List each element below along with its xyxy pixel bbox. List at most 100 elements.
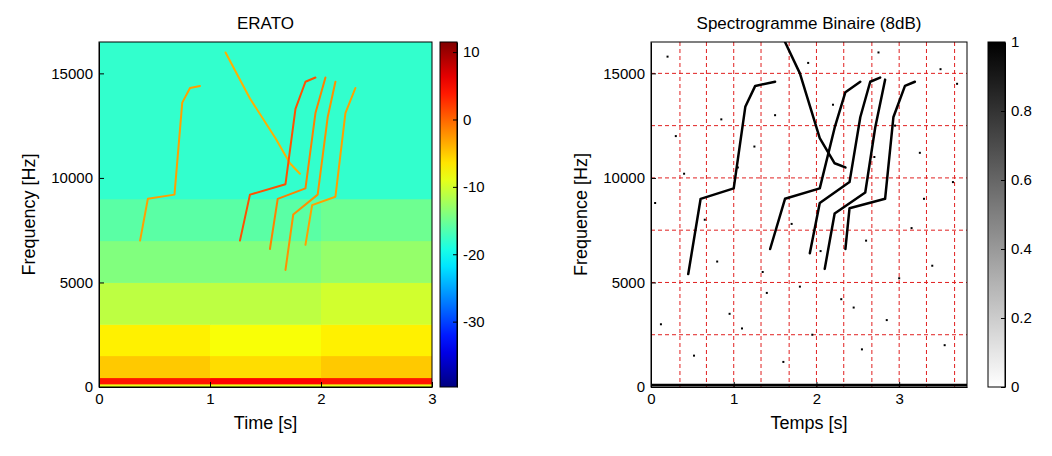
contour-line (825, 80, 885, 269)
heatmap-cell (321, 199, 432, 241)
grid-line (899, 42, 900, 387)
tick-label: 1 (1011, 33, 1019, 50)
tick-label: 0.2 (1011, 309, 1032, 326)
plot-frame (651, 42, 967, 387)
heatmap-cell (321, 282, 432, 324)
tick-mark (99, 73, 104, 74)
tick-mark (99, 387, 104, 388)
tick: 1 (1001, 33, 1019, 50)
tick-mark (99, 178, 104, 179)
noise-point (952, 181, 954, 183)
plot-background (99, 42, 432, 387)
colorbar-axis: 00.20.40.60.81 (1001, 33, 1032, 395)
tick-mark (99, 282, 104, 283)
noise-point (877, 51, 879, 53)
colorbar (440, 42, 457, 387)
tick-mark (651, 387, 656, 388)
grid-line (789, 42, 790, 387)
heatmap-cell (321, 356, 432, 378)
grid-line (651, 177, 967, 178)
contour-line (270, 78, 326, 249)
grid-line (651, 73, 967, 74)
tick: 0 (453, 111, 471, 128)
noise-point (741, 327, 743, 329)
tick-mark (453, 187, 457, 188)
heatmap-cell (321, 241, 432, 283)
noise-point (782, 361, 784, 363)
grid-line (651, 230, 967, 231)
tick: 3 (895, 382, 903, 407)
noise-point (660, 323, 662, 325)
tick-label: 2 (813, 390, 821, 407)
grid-line (706, 42, 707, 387)
tick-label: 15000 (603, 65, 645, 82)
tick-label: 0 (637, 378, 645, 395)
tick-mark (899, 382, 900, 387)
noise-point (865, 240, 867, 242)
axis-line (100, 387, 433, 388)
tick-label: -10 (463, 178, 485, 195)
noise-point (894, 125, 896, 127)
noise-point (820, 250, 822, 252)
tick: 2 (813, 382, 821, 407)
axis-line (457, 43, 458, 388)
tick: -20 (453, 246, 485, 263)
axis: 0123 (647, 382, 967, 407)
tick-label: 0 (95, 390, 103, 407)
plot-area (99, 42, 432, 387)
axis-line (1005, 43, 1006, 388)
tick: 3 (428, 382, 436, 407)
tick-label: 15000 (51, 65, 93, 82)
tick-mark (453, 119, 457, 120)
heatmap-cell (99, 378, 211, 385)
noise-point (675, 135, 677, 137)
grid-line (761, 42, 762, 387)
colorbar (988, 42, 1005, 387)
plot-background (651, 42, 967, 387)
contour-line (785, 42, 845, 167)
noise-point (873, 156, 875, 158)
tick-mark (432, 382, 433, 387)
x-axis-title: Temps [s] (770, 413, 847, 433)
tick: 2 (317, 382, 325, 407)
tick: 5000 (60, 274, 104, 291)
noise-point (753, 146, 755, 148)
figure: 0123050001000015000ERATOTime [s]Frequenc… (0, 0, 1052, 456)
heatmap-cell (210, 282, 322, 324)
tick: 15000 (51, 65, 104, 82)
noise-point (940, 68, 942, 70)
axis-line (99, 43, 100, 388)
tick-mark (1001, 180, 1005, 181)
tick-label: 0 (1011, 378, 1019, 395)
contour-line (688, 82, 775, 274)
contour-line (140, 86, 200, 241)
tick: 0 (1001, 378, 1019, 395)
tick-mark (1001, 42, 1005, 43)
tick: 0.6 (1001, 171, 1032, 188)
tick-label: 0 (647, 390, 655, 407)
tick-mark (453, 322, 457, 323)
tick: 0 (85, 378, 104, 395)
heatmap-cell (210, 378, 322, 385)
noise-point (766, 292, 768, 294)
noise-point (762, 271, 764, 273)
panel: 0123050001000015000Spectrogramme Binaire… (571, 14, 1032, 433)
tick: 0.2 (1001, 309, 1032, 326)
tick-mark (1001, 111, 1005, 112)
chart-root: 0123050001000015000ERATOTime [s]Frequenc… (0, 0, 1052, 456)
tick-label: 2 (317, 390, 325, 407)
noise-point (840, 298, 842, 300)
contour-line (305, 88, 355, 245)
axis: 050001000015000 (603, 43, 656, 396)
tick: -30 (453, 313, 485, 330)
heatmap-cell (321, 378, 432, 385)
noise-point (919, 152, 921, 154)
noise-point (693, 355, 695, 357)
tick-label: 1 (206, 390, 214, 407)
chart-title: Spectrogramme Binaire (8dB) (697, 14, 922, 33)
heatmap-cell (99, 356, 211, 378)
tick-label: -20 (463, 246, 485, 263)
contour-line (285, 82, 335, 270)
tick-label: 3 (895, 390, 903, 407)
tick-label: 5000 (60, 274, 93, 291)
